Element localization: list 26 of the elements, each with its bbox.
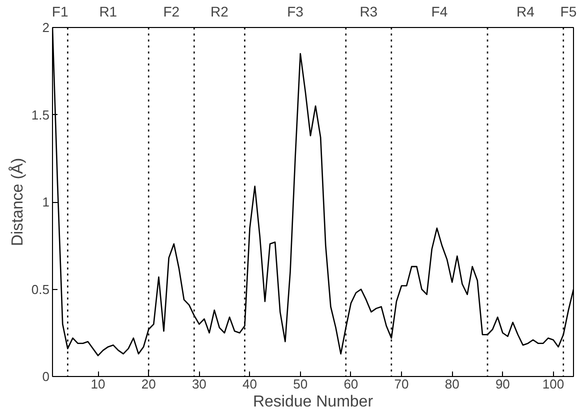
x-axis-title: Residue Number	[252, 394, 374, 410]
text: F5	[560, 4, 577, 20]
text: R2	[210, 4, 229, 20]
y-tick-label: 1	[42, 194, 50, 210]
x-tick-label: 90	[495, 376, 510, 392]
text: F2	[163, 4, 180, 20]
x-tick-label: 100	[542, 376, 564, 392]
y-tick-label: 2	[42, 20, 50, 35]
x-tick-label: 80	[444, 376, 460, 392]
text: R1	[99, 4, 118, 20]
text: R3	[360, 4, 378, 20]
text: F1	[52, 4, 68, 20]
x-tick-label: 40	[242, 376, 258, 392]
y-axis-title: Distance (Å)	[8, 158, 26, 246]
x-tick-label: 10	[90, 376, 106, 392]
x-tick-label: 70	[394, 376, 409, 392]
x-tick-label: 20	[141, 376, 156, 392]
x-tick-label: 60	[344, 376, 358, 392]
y-tick-label: 0.5	[31, 282, 50, 297]
x-tick-label: 50	[293, 376, 308, 392]
y-tick-label: 1.5	[31, 107, 50, 122]
x-tick-label: 30	[192, 376, 206, 392]
text: F3	[287, 4, 304, 20]
text: R4	[516, 4, 535, 20]
y-tick-label: 0	[42, 369, 50, 384]
text: F4	[431, 4, 448, 20]
